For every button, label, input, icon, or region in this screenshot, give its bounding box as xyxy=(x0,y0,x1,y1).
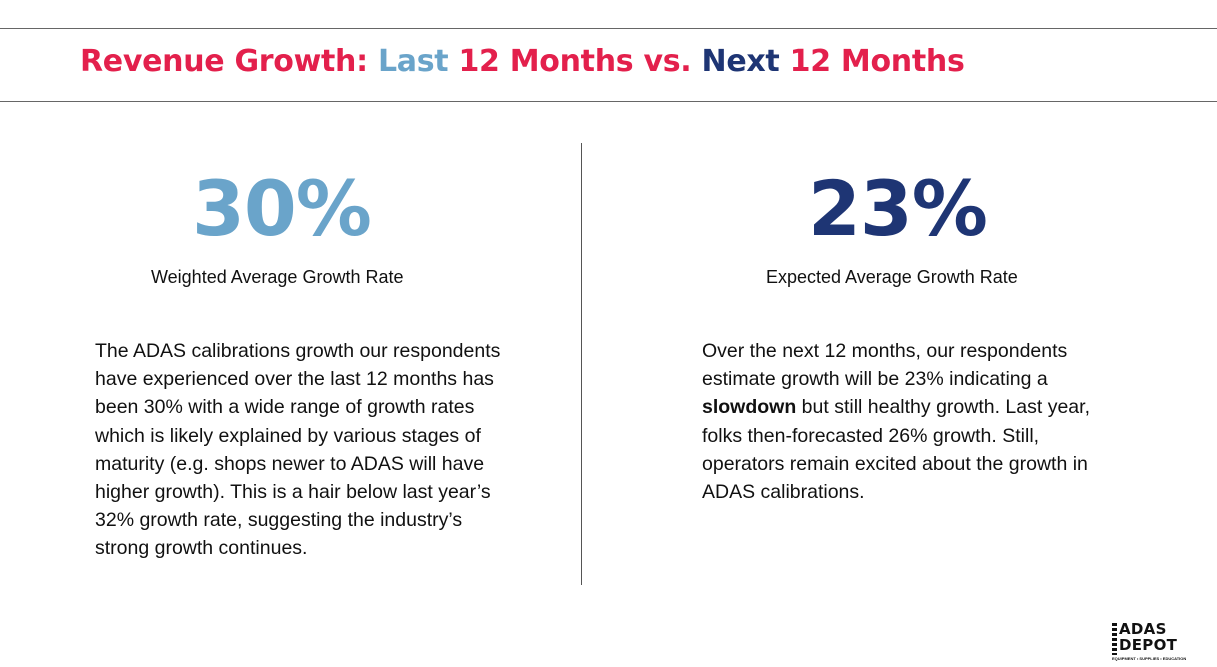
column-divider xyxy=(581,143,582,585)
title-part-5: 12 Months xyxy=(779,44,965,79)
title-next: Next xyxy=(701,44,780,79)
right-paragraph: Over the next 12 months, our respondents… xyxy=(702,337,1122,506)
logo-tagline: EQUIPMENT • SUPPLIES • EDUCATION xyxy=(1112,656,1187,661)
title-part-3: 12 Months vs. xyxy=(448,44,702,79)
right-stat-label: Expected Average Growth Rate xyxy=(766,267,1018,287)
right-stat: 23% xyxy=(808,164,988,253)
left-stat-label: Weighted Average Growth Rate xyxy=(151,267,404,287)
right-text-after: but still healthy growth. Last year, fol… xyxy=(702,396,1090,504)
page-title: Revenue Growth: Last 12 Months vs. Next … xyxy=(80,44,965,79)
adas-depot-logo: ADAS DEPOT EQUIPMENT • SUPPLIES • EDUCAT… xyxy=(1112,621,1188,663)
logo-line-1: ADAS xyxy=(1119,620,1167,638)
logo-stripe-icon xyxy=(1112,623,1117,655)
title-bottom-rule xyxy=(0,101,1217,102)
left-paragraph: The ADAS calibrations growth our respond… xyxy=(95,340,501,560)
right-text-before: Over the next 12 months, our respondents… xyxy=(702,340,1068,391)
logo-line-2: DEPOT xyxy=(1119,636,1178,654)
title-last: Last xyxy=(377,44,449,79)
left-stat: 30% xyxy=(192,164,372,253)
right-text-bold: slowdown xyxy=(702,396,797,419)
title-part-1: Revenue Growth: xyxy=(80,44,378,79)
top-rule xyxy=(0,28,1217,29)
